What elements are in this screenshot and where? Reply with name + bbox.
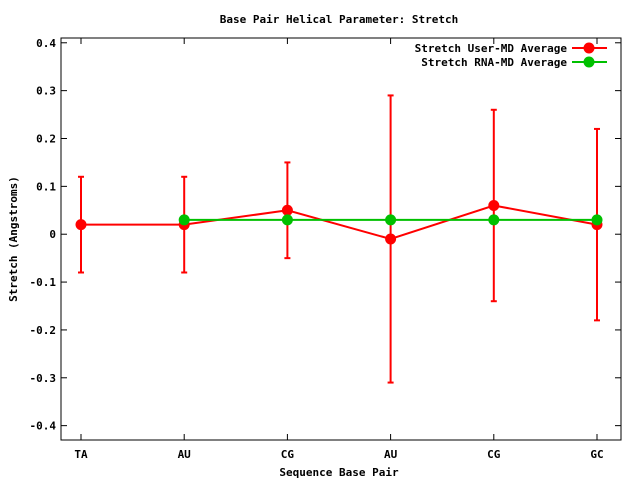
y-tick-label: 0.2 xyxy=(36,133,56,146)
data-point xyxy=(591,214,603,226)
x-axis-label: Sequence Base Pair xyxy=(279,466,399,479)
x-tick-label: GC xyxy=(590,448,603,461)
series-layer xyxy=(75,94,603,384)
y-tick-label: 0.3 xyxy=(36,85,56,98)
y-tick-label: 0 xyxy=(49,228,56,241)
series-1 xyxy=(75,94,603,384)
legend-label: Stretch User-MD Average xyxy=(415,42,568,55)
data-point xyxy=(488,200,500,211)
legend-marker xyxy=(583,42,595,54)
data-point xyxy=(281,214,293,226)
y-tick-label: 0.4 xyxy=(36,37,56,50)
x-tick-label: CG xyxy=(487,448,501,461)
y-axis-label: Stretch (Angstroms) xyxy=(7,176,20,302)
x-tick-label: TA xyxy=(74,448,88,461)
plot-area xyxy=(60,37,622,441)
legend-marker xyxy=(583,56,595,68)
data-point xyxy=(75,219,87,231)
x-axis-ticks: TA AU CG AU CG GC xyxy=(74,38,604,461)
data-point xyxy=(281,204,293,216)
data-point xyxy=(488,214,500,226)
series-2 xyxy=(178,214,603,226)
y-tick-label: -0.4 xyxy=(30,420,57,433)
series-line xyxy=(81,204,598,241)
data-point xyxy=(385,214,397,226)
legend-label: Stretch RNA-MD Average xyxy=(421,56,567,69)
data-point xyxy=(178,214,190,226)
x-tick-label: AU xyxy=(384,448,398,461)
chart-title: Base Pair Helical Parameter: Stretch xyxy=(220,13,458,26)
y-tick-label: -0.3 xyxy=(30,372,57,385)
y-tick-label: 0.1 xyxy=(36,180,56,193)
data-point xyxy=(385,233,397,245)
x-tick-label: CG xyxy=(281,448,295,461)
y-axis-ticks: -0.4 -0.3 -0.2 -0.1 0 0.1 0.2 0.3 0.4 xyxy=(30,37,621,433)
x-tick-label: AU xyxy=(178,448,192,461)
y-tick-label: -0.1 xyxy=(30,276,57,289)
y-tick-label: -0.2 xyxy=(30,324,57,337)
